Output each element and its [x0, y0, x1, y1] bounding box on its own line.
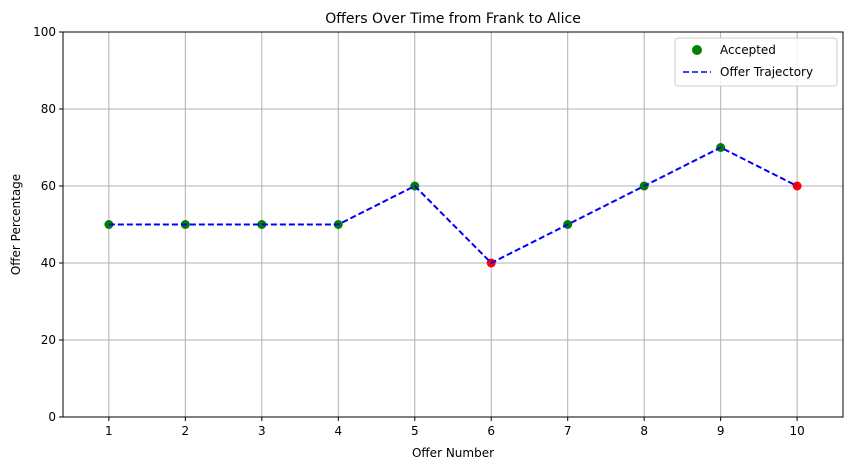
x-tick-label: 6: [487, 424, 495, 438]
legend-trajectory-label: Offer Trajectory: [720, 65, 813, 79]
x-axis-label: Offer Number: [412, 446, 494, 460]
legend-accepted-label: Accepted: [720, 43, 776, 57]
x-tick-label: 4: [334, 424, 342, 438]
y-tick-label: 20: [41, 333, 56, 347]
y-tick-label: 0: [48, 410, 56, 424]
plot-frame: [62, 31, 844, 418]
y-tick-label: 60: [41, 179, 56, 193]
x-tick-label: 10: [789, 424, 804, 438]
x-tick-label: 3: [258, 424, 266, 438]
x-tick-label: 9: [717, 424, 725, 438]
y-tick-label: 80: [41, 102, 56, 116]
plot-area: [104, 143, 802, 268]
offer-trajectory-line: [108, 146, 798, 265]
x-tick-label: 2: [182, 424, 190, 438]
x-tick-label: 5: [411, 424, 419, 438]
legend: Accepted Offer Trajectory: [674, 37, 838, 87]
y-axis-label: Offer Percentage: [9, 174, 23, 275]
accepted-point: [257, 220, 267, 229]
x-tick-label: 8: [640, 424, 648, 438]
x-tick-label: 1: [105, 424, 113, 438]
legend-box: [674, 37, 838, 87]
y-tick-label: 40: [41, 256, 56, 270]
x-tick-label: 7: [564, 424, 572, 438]
y-tick-label: 100: [33, 25, 56, 39]
chart-title: Offers Over Time from Frank to Alice: [325, 11, 581, 27]
legend-accepted-marker: [692, 45, 702, 55]
